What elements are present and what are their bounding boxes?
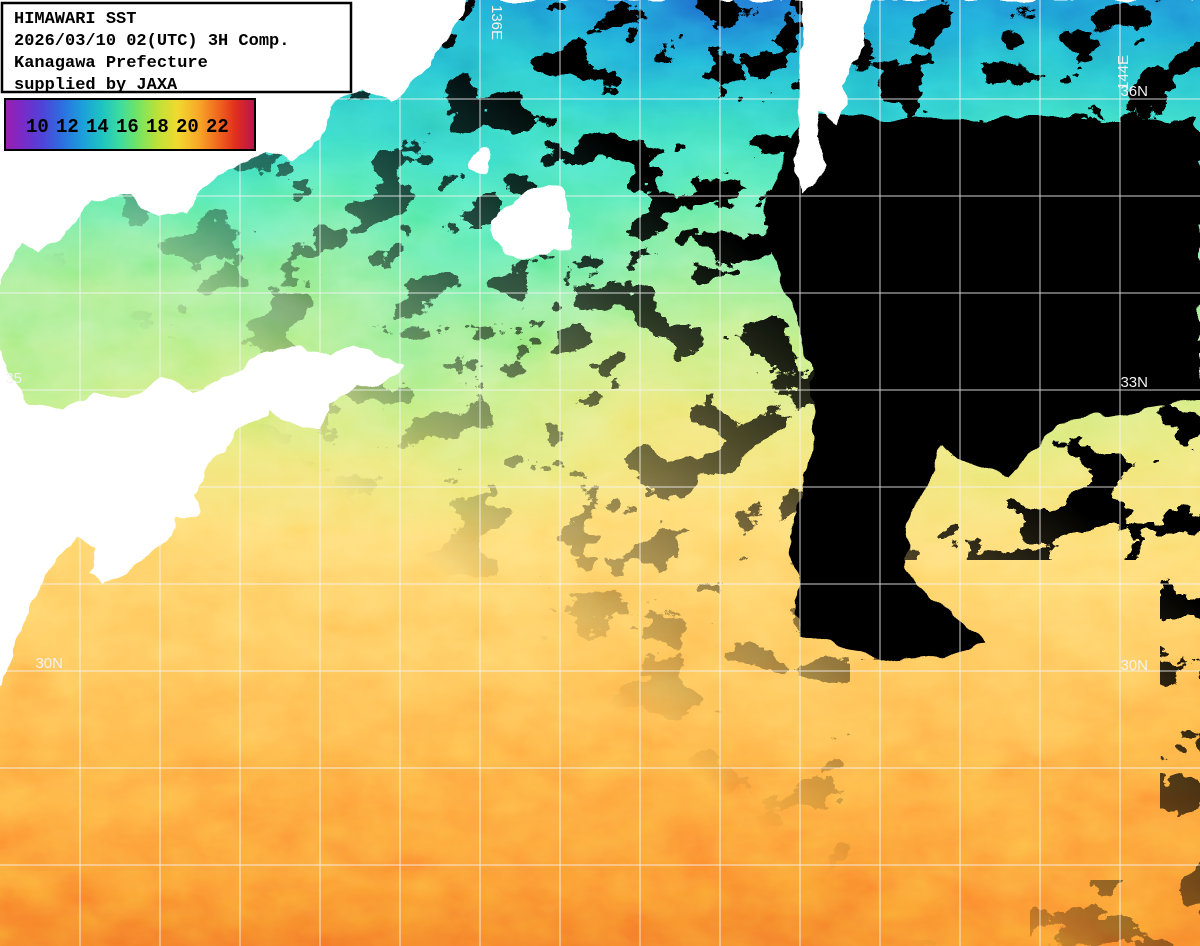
svg-text:supplied by JAXA: supplied by JAXA bbox=[14, 76, 178, 95]
svg-text:22: 22 bbox=[206, 116, 229, 138]
svg-text:2026/03/10 02(UTC) 3H Comp.: 2026/03/10 02(UTC) 3H Comp. bbox=[14, 32, 289, 51]
svg-text:10: 10 bbox=[26, 116, 49, 138]
svg-text:Kanagawa Prefecture: Kanagawa Prefecture bbox=[14, 54, 208, 73]
svg-text:16: 16 bbox=[116, 116, 139, 138]
svg-text:20: 20 bbox=[176, 116, 199, 138]
svg-text:HIMAWARI SST: HIMAWARI SST bbox=[14, 10, 136, 29]
svg-text:12: 12 bbox=[56, 116, 79, 138]
svg-text:18: 18 bbox=[146, 116, 169, 138]
svg-text:14: 14 bbox=[86, 116, 109, 138]
